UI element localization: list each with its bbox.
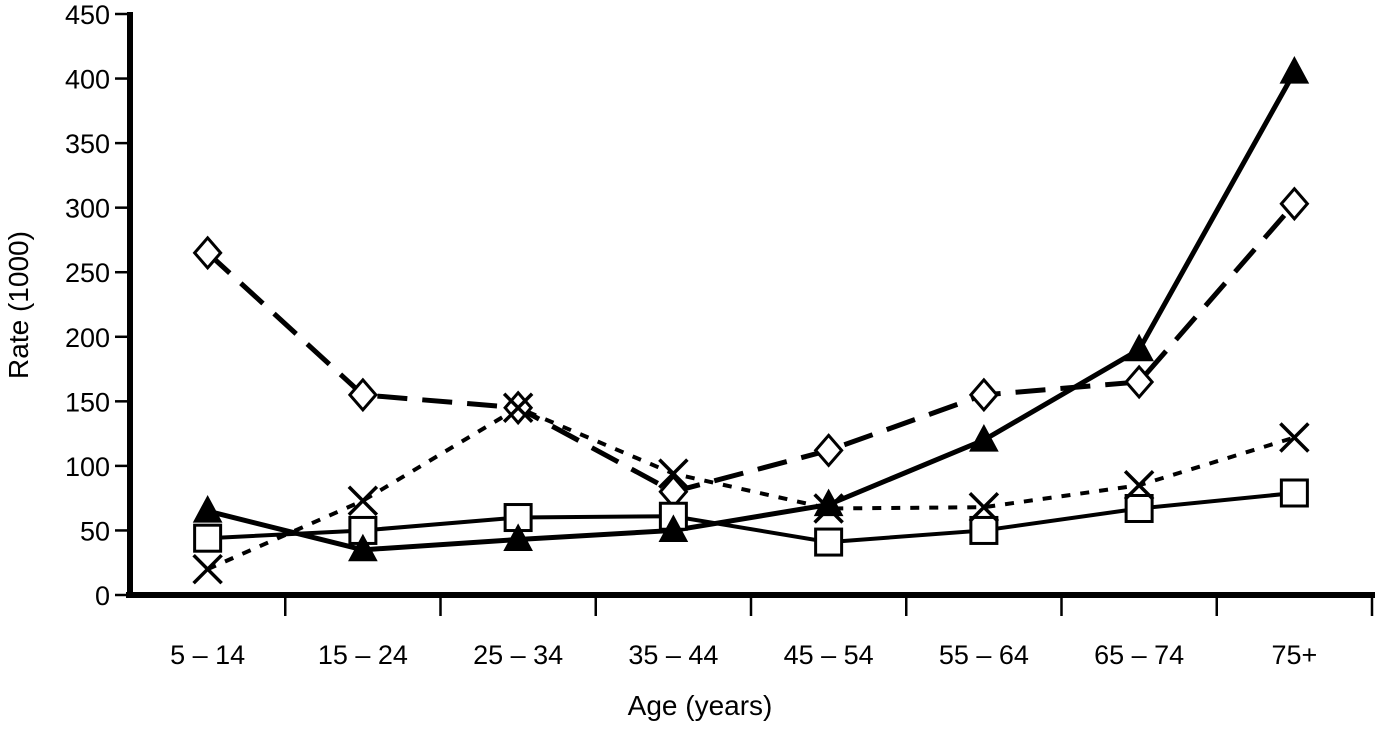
x-cross-stroke (502, 392, 534, 424)
marker-x-cross (502, 392, 534, 424)
x-category-label: 35 – 44 (628, 640, 718, 670)
marker-open-square (1124, 493, 1154, 523)
marker-x-cross (658, 458, 689, 489)
marker-open-diamond (813, 433, 844, 468)
marker-x-cross (968, 491, 1000, 523)
y-tick-label: 50 (80, 516, 110, 546)
series-line-x-cross (206, 405, 1295, 572)
marker-open-diamond (968, 377, 999, 413)
y-tick-label: 450 (65, 0, 110, 30)
marker-filled-triangle (813, 488, 844, 517)
marker-open-diamond (1279, 186, 1310, 222)
marker-filled-triangle (192, 495, 223, 523)
marker-x-cross (1123, 470, 1155, 501)
y-tick-label: 250 (65, 258, 110, 288)
marker-open-diamond (192, 235, 223, 271)
marker-filled-triangle (969, 424, 999, 452)
x-cross-stroke (192, 553, 223, 585)
marker-open-square (814, 527, 844, 557)
marker-filled-triangle (658, 514, 689, 542)
marker-x-cross (192, 553, 223, 585)
marker-x-cross (1279, 422, 1310, 453)
marker-filled-triangle (348, 533, 378, 562)
y-tick-label: 350 (65, 129, 110, 159)
marker-open-square (348, 515, 378, 545)
x-cross-stroke (1123, 470, 1155, 501)
x-axis-title: Age (years) (628, 690, 773, 721)
x-category-label: 5 – 14 (170, 640, 245, 670)
x-category-label: 65 – 74 (1094, 640, 1184, 670)
x-cross-stroke (968, 491, 1000, 523)
x-category-label: 25 – 34 (473, 640, 563, 670)
x-cross-stroke (658, 458, 689, 489)
marker-open-diamond (1124, 364, 1155, 400)
axes-layer: 0 50 100 150 200 250 300 350 400 450 5 – 14 15 – 24… (65, 0, 1375, 670)
y-tick-label: 200 (65, 323, 110, 353)
y-tick-label: 0 (95, 581, 110, 611)
marker-filled-triangle (503, 523, 533, 551)
series-layer (192, 56, 1310, 585)
series-line-open-diamond (205, 202, 1297, 495)
series-line-filled-triangle (207, 70, 1297, 553)
y-axis-title: Rate (1000) (3, 231, 34, 379)
y-tick-label: 150 (65, 387, 110, 417)
x-cross-stroke (347, 485, 379, 516)
marker-x-cross (347, 485, 379, 516)
marker-filled-triangle (1124, 333, 1154, 362)
y-tick-label: 400 (65, 65, 110, 95)
marker-open-square (969, 515, 999, 545)
x-category-label: 55 – 64 (939, 640, 1029, 670)
series-line-open-square (207, 491, 1295, 545)
x-category-label: 15 – 24 (318, 640, 408, 670)
marker-open-diamond (347, 377, 378, 413)
x-category-label: 75+ (1271, 640, 1317, 670)
marker-open-square (1279, 478, 1309, 508)
marker-filled-triangle (1279, 56, 1310, 84)
y-tick-label: 100 (65, 452, 110, 482)
marker-open-square (193, 523, 223, 553)
x-cross-stroke (1279, 422, 1310, 453)
y-tick-label: 300 (65, 194, 110, 224)
x-category-label: 45 – 54 (784, 640, 874, 670)
